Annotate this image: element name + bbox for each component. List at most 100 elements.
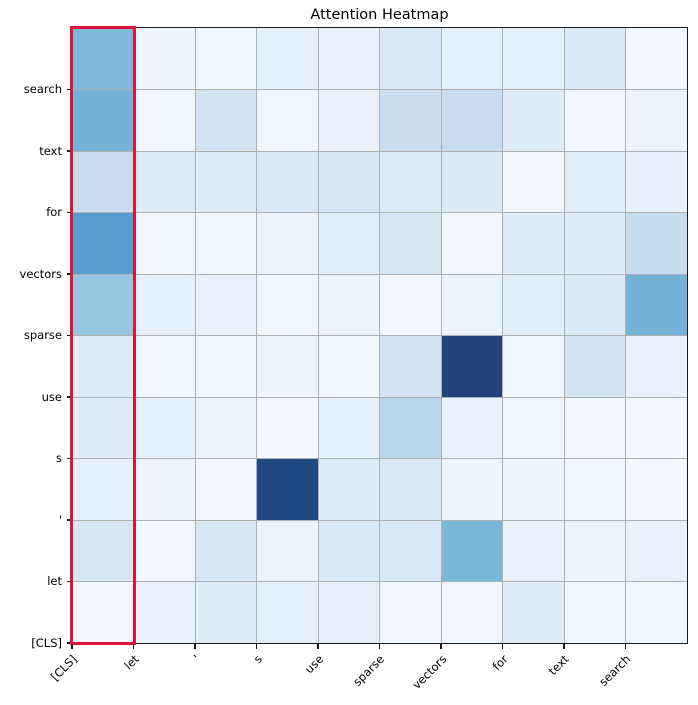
y-tick-label: sparse [23,328,62,342]
heatmap-cell [625,335,687,398]
x-axis-tick [440,643,442,649]
x-axis-labels: [CLS] let ' s use sparse vectors for text search [48,643,687,705]
x-tick-label: vectors [408,652,449,692]
heatmap-cell [625,212,687,275]
x-axis-tick [624,643,627,649]
heatmap-cell [379,212,442,275]
heatmap-cell [256,89,319,152]
heatmap-cell [564,520,627,583]
x-tick-label: for [489,652,511,674]
grid-line [72,581,687,582]
y-axis-tick [66,519,72,521]
heatmap-cell [441,151,504,214]
heatmap-cell [564,89,627,152]
heatmap-cell [256,212,319,275]
heatmap-cell [195,89,258,152]
heatmap-cell [133,151,196,214]
x-axis-tick [378,643,381,649]
y-axis-tick [66,211,72,214]
heatmap-cell [441,397,504,460]
heatmap-cell [256,274,319,337]
chart-title: Attention Heatmap [310,7,449,23]
heatmap-cell [379,397,442,460]
heatmap-cell [318,397,381,460]
heatmap-cell [625,458,687,521]
heatmap-cell [133,520,196,583]
heatmap-cell [318,581,381,643]
y-tick-label: search [23,82,62,96]
heatmap-cell [133,397,196,460]
grid-line [502,28,503,643]
x-axis-tick [501,643,504,649]
heatmap-cell [133,581,196,643]
heatmap-cell [564,212,627,275]
x-axis-tick [194,643,196,649]
y-axis-tick [66,457,72,460]
heatmap-cell [625,28,687,91]
y-axis-tick [66,642,72,644]
y-axis-tick [66,150,72,152]
heatmap-cell [379,28,442,91]
heatmap-cell [441,28,504,91]
x-axis-tick [255,643,258,649]
heatmap-cell [133,335,196,398]
heatmap-cell [625,151,687,214]
x-tick-label: s [250,652,265,667]
heatmap-cell [379,335,442,398]
y-tick-label: for [46,205,62,219]
heatmap-cell [502,274,565,337]
heatmap-cell [564,397,627,460]
heatmap-cell [379,274,442,337]
heatmap-cell [564,581,627,643]
heatmap-cell [256,520,319,583]
heatmap-cell [502,335,565,398]
heatmap-cell [133,28,196,91]
heatmap-cell [72,274,135,337]
heatmap-cell [318,212,381,275]
heatmap-cell [379,581,442,643]
grid-line [72,519,687,521]
x-axis-tick [563,643,565,649]
heatmap-cell [256,397,319,460]
heatmap-cell [379,458,442,521]
x-axis-tick [317,643,319,649]
heatmap-cell [256,28,319,91]
x-axis-tick [71,643,73,649]
grid-line [563,28,565,643]
heatmap-cell [625,274,687,337]
heatmap-cell [195,458,258,521]
heatmap-cell [502,458,565,521]
heatmap-cell [72,89,135,152]
heatmap-cell [72,28,135,91]
heatmap-cell [72,397,135,460]
y-tick-label: [CLS] [31,635,62,650]
heatmap-cell [256,335,319,398]
heatmap-cell [318,151,381,214]
heatmap-cell [72,151,135,214]
grid-line [440,28,442,643]
y-tick-label: s [56,451,62,465]
heatmap-cell [72,520,135,583]
heatmap-cell [441,335,504,398]
x-tick-label: [CLS] [48,652,80,684]
heatmap-cell [195,335,258,398]
heatmap-cell [318,335,381,398]
heatmap-cell [72,335,135,398]
x-tick-label: text [545,652,572,678]
heatmap-cell [625,397,687,460]
y-tick-label: use [41,389,62,404]
grid-line [72,396,687,398]
heatmap-cell [502,397,565,460]
heatmap-cell [195,151,258,214]
heatmap-cell [564,28,627,91]
x-tick-label: search [596,652,634,689]
heatmap-cell [441,212,504,275]
heatmap-cell [379,520,442,583]
heatmap-cell [318,89,381,152]
heatmap-cell [441,458,504,521]
heatmap-cell [441,581,504,643]
y-axis-tick [66,396,72,398]
y-tick-label: text [39,143,62,158]
heatmap-cell [195,397,258,460]
heatmap-cell [502,151,565,214]
